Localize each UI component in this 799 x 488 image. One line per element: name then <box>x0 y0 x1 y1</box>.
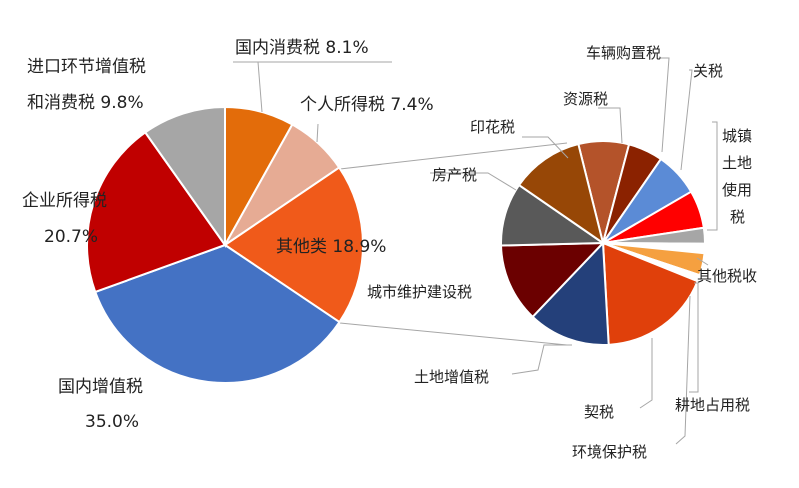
leader-line-personal-income-tax <box>316 123 319 143</box>
leader-line-resource-tax <box>598 107 623 144</box>
label-other-category: 其他类 18.9% <box>276 237 386 257</box>
label-resource-tax: 资源税 <box>563 90 608 108</box>
main-pie-slice-5 <box>143 105 226 249</box>
label-import-tax-line2: 和消费税 9.8% <box>27 93 144 113</box>
secondary-pie-slice-9 <box>531 240 610 346</box>
main-pie-slice-2 <box>223 166 364 324</box>
label-domestic-vat-line1: 国内增值税 <box>58 377 143 397</box>
leader-line-consumption-tax-drop <box>257 61 263 113</box>
leader-line-farmland-tax <box>689 282 699 393</box>
label-corporate-income-tax-line2: 20.7% <box>44 227 98 247</box>
leader-line-urban-land-use-tax <box>707 121 718 231</box>
leader-line-other-taxes <box>696 257 709 266</box>
label-personal-income-tax: 个人所得税 7.4% <box>300 95 434 115</box>
leader-line-vehicle-tax <box>660 57 670 153</box>
label-urban-land-use-tax-4: 税 <box>730 208 745 226</box>
label-farmland-occupation-tax: 耕地占用税 <box>675 396 750 414</box>
leader-line-property-tax <box>430 172 517 191</box>
label-environmental-protection-tax: 环境保护税 <box>572 443 647 461</box>
label-deed-tax: 契税 <box>584 403 614 421</box>
label-stamp-duty: 印花税 <box>470 118 515 136</box>
label-import-tax-line1: 进口环节增值税 <box>27 57 146 77</box>
label-property-tax: 房产税 <box>432 166 477 184</box>
connector-line-bottom <box>339 322 568 346</box>
label-corporate-income-tax-line1: 企业所得税 <box>22 191 107 211</box>
label-domestic-vat-line2: 35.0% <box>85 412 139 432</box>
secondary-pie-slice-10 <box>500 241 606 319</box>
label-urban-land-use-tax-2: 土地 <box>722 154 752 172</box>
main-pie <box>86 105 364 384</box>
leader-line-environmental-tax <box>675 295 691 445</box>
label-customs-duty: 关税 <box>693 62 723 80</box>
label-land-value-added-tax: 土地增值税 <box>414 368 489 386</box>
label-urban-land-use-tax-1: 城镇 <box>722 127 752 145</box>
label-vehicle-purchase-tax: 车辆购置税 <box>586 44 661 62</box>
label-urban-land-use-tax-3: 使用 <box>722 181 752 199</box>
secondary-pie <box>500 140 707 346</box>
main-pie-slice-3 <box>93 243 341 384</box>
label-urban-maintenance-tax: 城市维护建设税 <box>367 283 472 301</box>
label-consumption-tax: 国内消费税 8.1% <box>235 38 369 58</box>
leader-line-land-value-added-tax <box>511 344 572 375</box>
leader-line-deed-tax <box>639 338 653 409</box>
connector-line-top <box>339 142 568 170</box>
leader-line-stamp-duty <box>522 136 569 159</box>
label-other-taxes: 其他税收 <box>697 267 757 285</box>
secondary-pie-slice-8 <box>601 241 699 346</box>
secondary-pie-slice-12 <box>517 142 605 246</box>
leader-line-customs-duty <box>680 69 693 171</box>
main-pie-slice-4 <box>86 130 227 294</box>
